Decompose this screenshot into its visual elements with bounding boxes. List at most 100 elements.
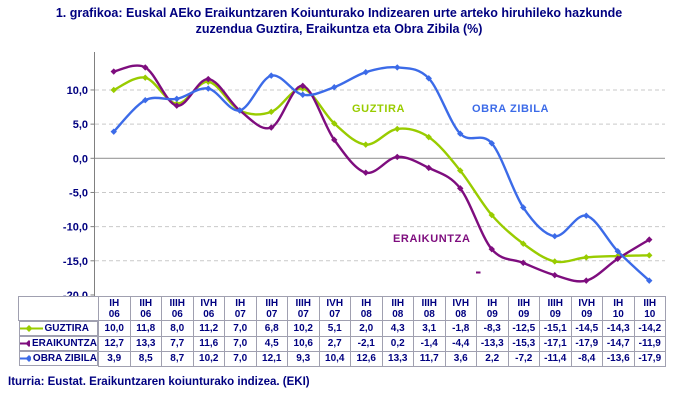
value-cell-obra-zibila: 13,3 <box>381 350 414 367</box>
series-label-obra-zibila: OBRA ZIBILA <box>472 103 549 115</box>
series-marker-obra-zibila <box>488 140 495 147</box>
series-marker-obra-zibila <box>110 128 117 135</box>
legend-line-marker-icon-eraikuntza <box>19 340 30 347</box>
series-marker-guztira <box>331 120 338 127</box>
y-axis-label: -10,0 <box>63 222 88 234</box>
series-marker-eraikuntza <box>173 102 180 109</box>
series-marker-obra-zibila <box>646 277 653 284</box>
value-cell-obra-zibila: 8,5 <box>129 350 162 367</box>
legend-label-guztira: GUZTIRA <box>44 323 89 334</box>
series-marker-guztira <box>394 125 401 133</box>
value-cell-guztira: 10,2 <box>287 320 320 337</box>
series-marker-guztira <box>268 108 275 116</box>
value-cell-obra-zibila: 2,2 <box>476 350 509 367</box>
series-label-eraikuntza: ERAIKUNTZA <box>393 233 471 245</box>
col-header-IIH-08: IIH 08 <box>381 296 414 321</box>
table-row-guztira: GUZTIRA 10,0 11,8 8,0 11,2 7,0 6,8 10,2 5,1 2,0 4,… <box>18 320 666 337</box>
source-note: Iturria: Eustat. Eraikuntzaren koiuntura… <box>8 376 310 388</box>
series-marker-eraikuntza <box>394 153 401 161</box>
value-cell-guztira: 7,0 <box>224 320 257 337</box>
series-marker-guztira <box>425 133 432 141</box>
value-cell-guztira: 6,8 <box>255 320 288 337</box>
value-cell-guztira: -14,2 <box>633 320 666 337</box>
series-label-guztira: GUZTIRA <box>352 103 405 115</box>
col-header-IH-06: IH 06 <box>98 296 131 321</box>
series-marker-eraikuntza <box>142 64 149 71</box>
col-header-IIH-07: IIH 07 <box>255 296 288 321</box>
series-marker-obra-zibila <box>173 95 180 103</box>
series-marker-eraikuntza <box>583 277 590 284</box>
series-marker-guztira <box>488 211 495 219</box>
series-marker-eraikuntza <box>299 82 306 90</box>
value-cell-eraikuntza: -11,9 <box>633 335 666 352</box>
value-cell-obra-zibila: 12,6 <box>350 350 383 367</box>
value-cell-guztira: -8,3 <box>476 320 509 337</box>
series-marker-eraikuntza <box>205 75 212 83</box>
value-cell-obra-zibila: 10,4 <box>318 350 351 367</box>
legend-line-marker-icon-obra-zibila <box>19 355 31 362</box>
series-marker-obra-zibila <box>520 204 527 211</box>
chart-title: 1. grafikoa: Euskal AEko Eraikuntzaren K… <box>0 5 678 37</box>
value-cell-guztira: -14,5 <box>570 320 603 337</box>
series-marker-eraikuntza <box>331 136 338 144</box>
value-cell-guztira: 3,1 <box>413 320 446 337</box>
value-cell-eraikuntza: -17,1 <box>539 335 572 352</box>
value-cell-guztira: -12,5 <box>507 320 540 337</box>
value-cell-eraikuntza: 13,3 <box>129 335 162 352</box>
value-cell-eraikuntza: -14,7 <box>602 335 635 352</box>
value-cell-guztira: 10,0 <box>98 320 131 337</box>
col-header-IVH-06: IVH 06 <box>192 296 225 321</box>
series-marker-obra-zibila <box>268 72 275 79</box>
series-line-obra-zibila <box>112 65 651 282</box>
y-axis-label: -5,0 <box>69 187 88 199</box>
series-marker-guztira <box>551 258 558 265</box>
col-header-IH-08: IH 08 <box>350 296 383 321</box>
legend-label-eraikuntza: ERAIKUNTZA <box>32 338 97 349</box>
chart-title-line2: zuzendua Guztira, Eraikuntza eta Obra Zi… <box>195 22 483 36</box>
series-marker-eraikuntza <box>646 236 653 243</box>
value-cell-guztira: 5,1 <box>318 320 351 337</box>
y-axis-label: 5,0 <box>73 119 88 131</box>
series-marker-eraikuntza <box>110 68 117 75</box>
series-marker-obra-zibila <box>551 232 558 240</box>
col-header-IIIH-08: IIIH 08 <box>413 296 446 321</box>
value-cell-obra-zibila: 11,7 <box>413 350 446 367</box>
col-header-IVH-08: IVH 08 <box>444 296 477 321</box>
value-cell-eraikuntza: 2,7 <box>318 335 351 352</box>
value-cell-guztira: 8,0 <box>161 320 194 337</box>
value-cell-obra-zibila: -13,6 <box>602 350 635 367</box>
y-axis-label: -15,0 <box>63 256 88 268</box>
legend-eraikuntza: ERAIKUNTZA <box>18 336 98 351</box>
col-header-IIH-06: IIH 06 <box>129 296 162 321</box>
col-header-IH-07: IH 07 <box>224 296 257 321</box>
series-marker-obra-zibila <box>425 75 432 82</box>
series-marker-eraikuntza <box>362 169 369 176</box>
value-cell-guztira: 2,0 <box>350 320 383 337</box>
series-marker-guztira <box>362 141 369 148</box>
value-cell-guztira: -14,3 <box>602 320 635 337</box>
series-marker-obra-zibila <box>362 69 369 76</box>
value-cell-eraikuntza: 7,0 <box>224 335 257 352</box>
col-header-IIIH-06: IIIH 06 <box>161 296 194 321</box>
y-axis-label: 0,0 <box>73 153 88 165</box>
value-cell-eraikuntza: 10,6 <box>287 335 320 352</box>
series-marker-obra-zibila <box>142 97 149 104</box>
series-marker-obra-zibila <box>299 91 306 98</box>
series-marker-eraikuntza <box>268 124 275 131</box>
series-marker-guztira <box>110 86 117 94</box>
series-marker-guztira <box>142 74 149 81</box>
value-cell-eraikuntza: -2,1 <box>350 335 383 352</box>
series-marker-guztira <box>646 252 653 259</box>
value-cell-obra-zibila: -17,9 <box>633 350 666 367</box>
series-marker-eraikuntza <box>551 271 558 279</box>
value-cell-obra-zibila: 7,0 <box>224 350 257 367</box>
data-table: IH 06 IIH 06 IIIH 06 IVH 06 IH 07 IIH 07 IIIH 07 IVH 07… <box>18 296 666 367</box>
col-header-IVH-09: IVH 09 <box>570 296 603 321</box>
series-marker-eraikuntza <box>457 185 464 192</box>
value-cell-obra-zibila: 9,3 <box>287 350 320 367</box>
value-cell-obra-zibila: 3,6 <box>444 350 477 367</box>
col-header-IVH-07: IVH 07 <box>318 296 351 321</box>
col-header-IIIH-07: IIIH 07 <box>287 296 320 321</box>
value-cell-guztira: -15,1 <box>539 320 572 337</box>
table-header-row: IH 06 IIH 06 IIIH 06 IVH 06 IH 07 IIH 07 IIIH 07 IVH 07… <box>18 296 666 321</box>
